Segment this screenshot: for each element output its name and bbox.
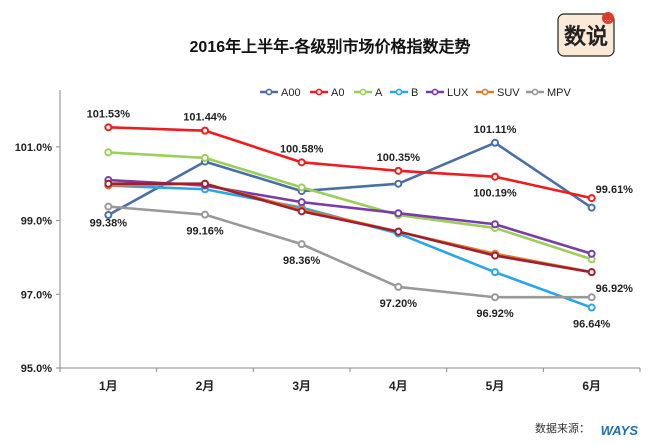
y-tick-label: 99.0%	[21, 216, 52, 228]
data-point-a0	[394, 166, 403, 175]
series-line-a0	[108, 126, 592, 200]
data-label: 101.53%	[87, 108, 131, 120]
data-point-a0	[297, 158, 306, 167]
data-point-lux	[297, 198, 306, 207]
x-tick-label: 1月	[99, 379, 118, 393]
ways-brand-logo: WAYS	[600, 423, 638, 438]
legend-marker	[481, 88, 489, 96]
series-line-mpv	[108, 205, 592, 299]
data-label: 98.36%	[283, 255, 321, 267]
data-label: 99.16%	[186, 226, 224, 238]
data-point-dark-red-line	[394, 227, 403, 236]
x-tick-label: 5月	[486, 379, 505, 393]
data-point-mpv	[587, 293, 596, 302]
data-label: 100.19%	[473, 188, 517, 200]
data-point-a0	[201, 126, 209, 135]
data-point-dark-red-line	[491, 251, 499, 260]
data-point-a0	[104, 123, 113, 132]
data-label: 96.92%	[596, 283, 634, 295]
data-point-a00	[587, 203, 596, 212]
data-point-a00	[394, 179, 403, 188]
data-label: 96.64%	[573, 319, 611, 331]
legend-marker	[395, 88, 403, 96]
legend-marker	[359, 88, 367, 96]
legend-label-a00: A00	[281, 87, 301, 99]
data-point-mpv	[491, 293, 499, 302]
data-point-lux	[491, 220, 499, 229]
y-tick-label: 95.0%	[21, 363, 52, 375]
data-label: 97.20%	[380, 298, 418, 310]
data-point-dark-red-line	[201, 179, 209, 188]
data-label: 101.11%	[474, 124, 517, 136]
legend-marker	[265, 88, 273, 96]
svg-text:…: …	[605, 15, 612, 23]
data-point-a	[201, 153, 209, 162]
data-point-dark-red-line	[587, 268, 596, 277]
data-label: 99.61%	[596, 184, 634, 196]
legend-label-a: A	[375, 87, 383, 99]
x-tick-label: 4月	[389, 379, 408, 393]
data-point-mpv	[394, 282, 403, 291]
series-line-a00	[107, 141, 593, 217]
legend-label-lux: LUX	[447, 87, 469, 99]
series-lines	[104, 123, 596, 312]
data-label: 100.58%	[280, 143, 324, 155]
data-point-lux	[394, 209, 403, 218]
data-label: 96.92%	[476, 308, 514, 320]
data-label: 99.38%	[90, 218, 128, 230]
legend-marker	[431, 88, 439, 96]
data-label: 101.44%	[183, 112, 227, 124]
data-point-a	[104, 148, 113, 157]
legend-label-a0: A0	[331, 87, 344, 99]
data-labels: 101.53% 101.44% 100.58% 100.35% 101.11% 100.1…	[87, 108, 634, 330]
shuoshuo-logo-icon: 数说 …	[557, 12, 615, 57]
legend-label-suv: SUV	[497, 87, 520, 99]
data-point-a0	[587, 194, 596, 203]
data-point-a0	[491, 172, 499, 181]
legend-marker	[531, 88, 539, 96]
data-point-a	[297, 183, 306, 192]
data-point-b	[491, 268, 499, 277]
legend-label-b: B	[411, 87, 418, 99]
series-line-dark-red-line	[108, 182, 592, 274]
axes: 95.0% 97.0% 99.0% 101.0% 1月 2月 3月 4月 5月 6月	[15, 90, 641, 393]
chart-title: 2016年上半年-各级别市场价格指数走势	[190, 37, 471, 56]
y-tick-label: 101.0%	[15, 142, 53, 154]
data-point-lux	[587, 249, 596, 258]
data-point-mpv	[104, 202, 113, 211]
data-source-label: 数据来源：	[535, 423, 590, 435]
x-tick-label: 2月	[196, 379, 215, 393]
legend-marker	[315, 88, 323, 96]
x-tick-label: 3月	[292, 379, 311, 393]
legend: A00 A0 A B LUX SUV MPV	[260, 87, 572, 99]
series-line-a	[108, 151, 593, 261]
data-point-dark-red-line	[104, 179, 113, 188]
data-point-mpv	[297, 240, 306, 249]
svg-text:数说: 数说	[564, 24, 608, 50]
series-line-b	[108, 184, 593, 309]
data-point-mpv	[201, 210, 209, 219]
series-line-lux	[108, 178, 593, 255]
data-point-a00	[491, 138, 499, 147]
x-tick-label: 6月	[582, 379, 601, 393]
legend-label-mpv: MPV	[547, 87, 572, 99]
y-tick-label: 97.0%	[21, 289, 52, 301]
data-point-dark-red-line	[297, 207, 306, 216]
data-label: 100.35%	[377, 152, 421, 164]
data-point-b	[587, 303, 596, 312]
data-point-a00	[104, 211, 113, 220]
